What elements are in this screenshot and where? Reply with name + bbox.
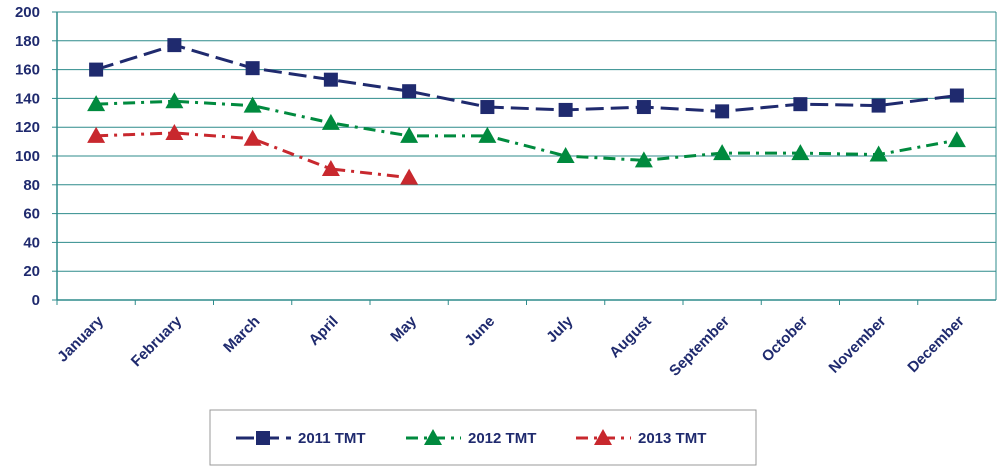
y-tick-label: 180 <box>15 33 40 50</box>
y-tick-label: 140 <box>15 90 40 107</box>
y-tick-label: 40 <box>23 234 40 251</box>
data-point <box>323 72 338 87</box>
legend-label: 2011 TMT <box>298 430 366 447</box>
x-tick-label: December <box>904 313 967 376</box>
data-point <box>400 126 419 143</box>
x-tick-label: March <box>220 313 263 356</box>
legend-label: 2012 TMT <box>468 430 536 447</box>
data-point <box>480 100 495 115</box>
data-point <box>715 104 730 119</box>
data-point <box>243 129 262 146</box>
data-point <box>791 144 810 161</box>
data-point <box>636 100 651 115</box>
data-point <box>400 168 419 185</box>
y-tick-label: 60 <box>23 206 40 223</box>
data-point <box>321 113 340 130</box>
series-line <box>96 99 958 162</box>
legend-marker <box>424 429 442 445</box>
data-point <box>165 92 184 109</box>
y-tick-label: 200 <box>15 4 40 21</box>
data-point <box>167 38 182 53</box>
data-point <box>947 131 966 148</box>
data-point <box>245 61 260 76</box>
y-tick-label: 120 <box>15 119 40 136</box>
data-point <box>165 123 184 140</box>
y-tick-label: 20 <box>23 263 40 280</box>
x-tick-label: January <box>54 312 107 365</box>
x-tick-label: June <box>461 313 498 350</box>
y-tick-label: 100 <box>15 148 40 165</box>
x-tick-label: September <box>666 313 733 380</box>
series-line <box>95 43 958 113</box>
data-point <box>634 151 653 168</box>
data-point <box>871 98 886 113</box>
y-tick-label: 80 <box>23 177 40 194</box>
x-tick-label: May <box>387 312 420 345</box>
data-point <box>478 126 497 143</box>
data-point <box>556 147 575 163</box>
data-point <box>87 95 106 112</box>
data-point <box>949 88 964 103</box>
data-point <box>321 159 340 176</box>
x-tick-label: April <box>306 313 342 349</box>
x-tick-label: July <box>543 312 577 346</box>
legend-marker <box>256 431 270 445</box>
x-tick-label: August <box>606 313 655 362</box>
legend-marker <box>594 429 612 445</box>
data-point <box>713 144 732 161</box>
x-tick-label: October <box>759 313 812 366</box>
data-point <box>89 62 104 77</box>
x-tick-label: November <box>826 313 890 377</box>
data-point <box>402 84 417 99</box>
data-point <box>87 126 106 143</box>
legend-box <box>209 409 757 466</box>
data-point <box>243 96 262 113</box>
y-tick-label: 0 <box>32 292 40 309</box>
data-point <box>869 145 888 162</box>
data-point <box>793 97 808 112</box>
y-tick-label: 160 <box>15 62 40 79</box>
legend-label: 2013 TMT <box>638 430 706 447</box>
x-tick-label: February <box>128 312 186 370</box>
data-point <box>558 102 573 117</box>
